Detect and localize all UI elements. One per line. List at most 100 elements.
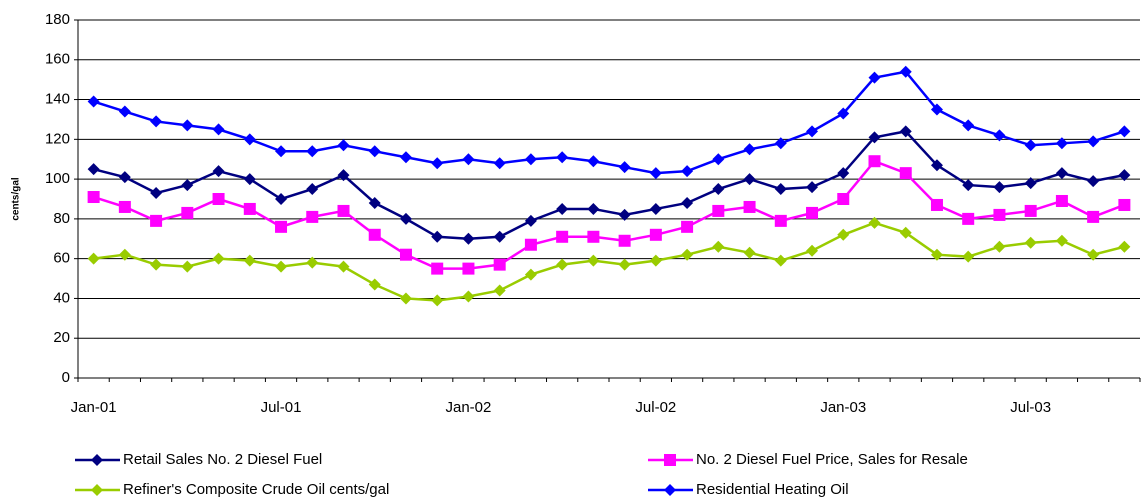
marker [118,200,131,213]
marker [212,193,225,205]
marker [212,123,225,136]
marker [993,208,1006,221]
marker [118,248,131,261]
marker [806,181,819,194]
marker [587,230,600,243]
marker [306,145,319,158]
marker [181,119,194,132]
marker [962,212,975,225]
marker [524,268,537,281]
marker [712,153,725,166]
marker [649,228,662,241]
series-line [93,70,1125,175]
marker [1055,137,1068,150]
marker [993,240,1006,253]
marker [181,179,194,192]
marker [587,155,600,168]
marker [618,161,631,174]
x-tick-label: Jan-02 [446,399,492,416]
marker [774,214,787,227]
marker [368,228,381,241]
marker [743,173,756,186]
marker [806,125,819,138]
marker [899,125,912,138]
marker [899,65,912,78]
marker [337,260,350,273]
marker [275,145,288,158]
marker [1118,198,1131,211]
marker [962,119,975,132]
marker [150,214,163,227]
marker [493,258,506,271]
marker [618,258,631,271]
marker [118,171,131,184]
marker [868,131,881,144]
marker [462,262,475,275]
marker [1055,194,1068,207]
marker [87,191,100,204]
marker [243,254,256,267]
marker [774,137,787,150]
marker [868,216,881,229]
marker [1087,248,1100,261]
marker [1024,236,1037,249]
marker [462,290,475,303]
y-tick-label: 40 [53,289,70,306]
y-tick-label: 0 [62,369,70,386]
legend-label: No. 2 Diesel Fuel Price, Sales for Resal… [696,451,968,468]
marker [493,284,506,297]
series-line [93,130,1125,241]
marker [806,206,819,219]
marker [837,167,850,180]
marker [837,228,850,241]
legend-label: Retail Sales No. 2 Diesel Fuel [123,451,322,468]
marker [664,454,676,466]
marker [87,163,100,176]
marker [1118,169,1131,182]
marker [524,153,537,166]
marker [337,169,350,182]
marker [368,145,381,158]
marker [681,165,694,178]
marker [399,151,412,164]
marker [1087,175,1100,188]
marker [431,262,444,275]
marker [899,226,912,239]
marker [118,105,131,118]
x-tick-label: Jul-02 [635,399,676,416]
marker [556,202,569,215]
marker [462,153,475,166]
marker [337,139,350,152]
marker [618,234,631,247]
marker [868,71,881,84]
y-tick-label: 100 [45,170,70,187]
marker [462,232,475,245]
y-tick-label: 160 [45,51,70,68]
marker [524,238,537,251]
marker [837,107,850,120]
series-line [93,221,1125,302]
y-tick-label: 20 [53,329,70,346]
marker [712,240,725,253]
marker [91,454,103,466]
marker [493,230,506,243]
marker [1087,210,1100,223]
marker [150,187,163,200]
marker [556,258,569,271]
legend-label: Residential Heating Oil [696,481,849,498]
marker [91,484,103,496]
x-tick-label: Jul-01 [261,399,302,416]
marker [774,254,787,267]
marker [181,260,194,273]
x-tick-label: Jan-03 [820,399,866,416]
marker [993,181,1006,194]
marker [712,183,725,196]
marker [587,202,600,215]
marker [930,103,943,116]
marker [368,278,381,291]
marker [150,258,163,271]
marker [1024,204,1037,217]
marker [618,208,631,221]
marker [664,484,676,496]
